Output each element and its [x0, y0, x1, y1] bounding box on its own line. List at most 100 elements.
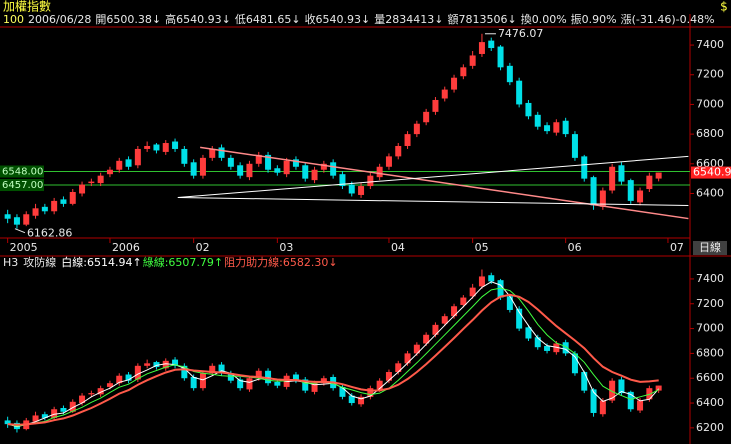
candle-body [562, 120, 569, 135]
level-label-box [0, 165, 44, 178]
y-tick-label: 7200 [696, 68, 724, 81]
candle-body [478, 42, 485, 54]
info-item: 額7813506↓ [448, 13, 517, 26]
x-tick-label: 2006 [112, 241, 140, 254]
candle-body [460, 297, 467, 305]
level-label-box [0, 179, 44, 192]
candle-body [395, 363, 402, 373]
candle-body [330, 162, 337, 176]
candle-body [413, 123, 420, 135]
candle-body [153, 362, 160, 368]
y-tick-label: 7400 [696, 272, 724, 285]
candle-body [469, 287, 476, 297]
period-label[interactable]: 日線 [699, 240, 721, 254]
candle-body [125, 374, 132, 381]
candle-body [292, 374, 299, 381]
candle-body [358, 396, 365, 405]
x-tick-label: 04 [391, 241, 405, 254]
candle-body [432, 99, 439, 112]
low-pointer [14, 228, 26, 234]
candle-body [553, 122, 560, 133]
candle-body [218, 364, 225, 374]
candle-body [255, 154, 262, 164]
candle-body [51, 200, 58, 212]
x-tick-label: 06 [568, 241, 582, 254]
candle-body [320, 163, 327, 170]
candle-body [172, 359, 179, 366]
info-item: 100 [3, 13, 24, 26]
info-item: 量2834413↓ [374, 13, 443, 26]
candle-body [265, 154, 272, 170]
info-item: 低6481.65↓ [235, 13, 301, 26]
candle-body [199, 373, 206, 389]
candle-body [199, 157, 206, 176]
candle-body [227, 157, 234, 167]
candle-body [544, 345, 551, 351]
candle-body [190, 376, 197, 389]
candle-body [311, 169, 318, 181]
candle-body [153, 144, 160, 151]
candle-body [246, 163, 253, 178]
candle-body [339, 386, 346, 397]
candle-body [460, 67, 467, 77]
info-item: 收6540.93↓ [305, 12, 371, 26]
candle-body [376, 380, 383, 390]
candle-body [97, 388, 104, 395]
candle-body [590, 177, 597, 206]
y-tick-label: 7000 [696, 97, 724, 110]
candle-body [637, 190, 644, 203]
candle-body [618, 165, 625, 182]
y-tick-label: 6800 [696, 127, 724, 140]
candle-body [13, 217, 20, 225]
candle-body [376, 166, 383, 178]
candle-body [209, 365, 216, 374]
candle-body [162, 143, 169, 152]
candle-body [646, 388, 653, 400]
legend-entry: 綠線:6507.79↑ [143, 255, 223, 269]
candle-body [79, 395, 86, 404]
candle-body [348, 395, 355, 404]
candle-body [237, 379, 244, 389]
candle-body [106, 383, 113, 387]
menu-icon[interactable]: $ [720, 0, 728, 14]
candle-body [311, 383, 318, 392]
info-item: 開6500.38↓ [95, 13, 161, 26]
info-item: 漲(-31.46)-0.48% [621, 13, 715, 26]
candle-body [516, 308, 523, 329]
candle-body [553, 343, 560, 353]
candle-body [218, 147, 225, 158]
candle-body [41, 414, 48, 418]
candle-body [506, 296, 513, 310]
candle-body [655, 172, 662, 179]
candle-body [534, 114, 541, 127]
candle-body [162, 360, 169, 369]
candle-body [69, 191, 76, 204]
candle-body [385, 156, 392, 167]
candle-body [367, 175, 374, 187]
candle-body [302, 379, 309, 391]
candle-body [60, 199, 67, 204]
info-item: 高6540.93↓ [165, 12, 231, 26]
candle-body [571, 134, 578, 158]
candle-body [144, 363, 151, 366]
y-tick-label: 6400 [696, 186, 724, 199]
candle-body [423, 334, 430, 344]
candle-body [627, 391, 634, 410]
trend-line [177, 196, 689, 206]
candle-body [451, 77, 458, 90]
candle-body [637, 400, 644, 411]
candle-body [237, 165, 244, 176]
candle-body [339, 174, 346, 187]
candle-body [432, 324, 439, 335]
candle-body [404, 134, 411, 146]
candle-body [451, 306, 458, 317]
level-label: 6457.00 [2, 180, 43, 191]
candle-body [181, 148, 188, 164]
candle-body [144, 145, 151, 149]
period-box[interactable] [693, 241, 727, 255]
candle-body [51, 409, 58, 418]
candle-body [320, 378, 327, 384]
candle-body [348, 184, 355, 194]
